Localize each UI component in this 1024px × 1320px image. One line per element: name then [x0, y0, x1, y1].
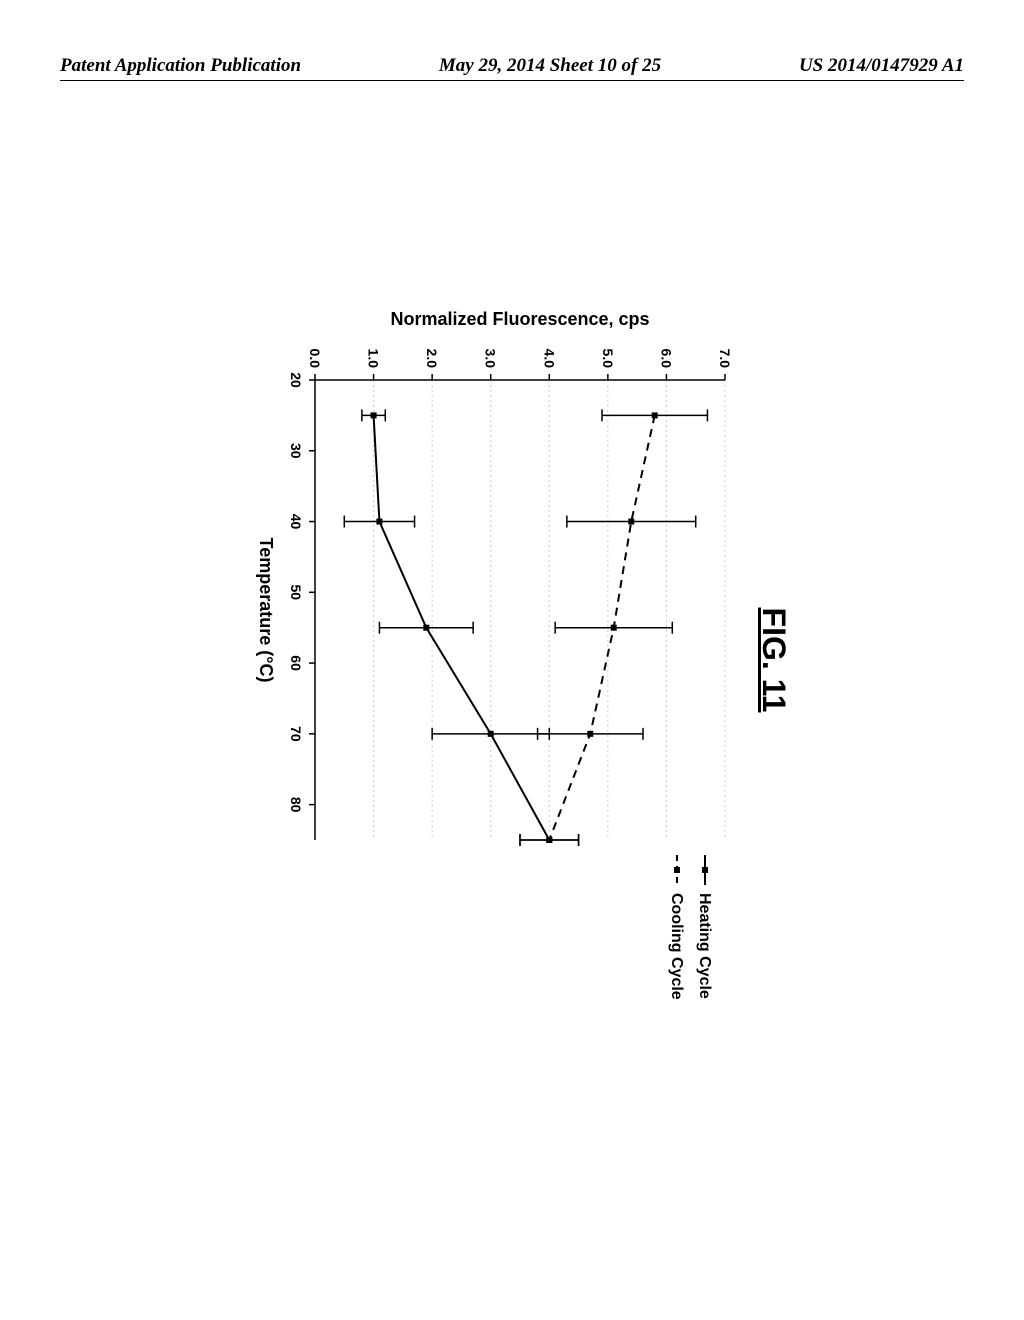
svg-text:1.0: 1.0 — [366, 349, 382, 369]
svg-text:Cooling Cycle: Cooling Cycle — [668, 893, 685, 1000]
svg-text:2.0: 2.0 — [424, 349, 440, 369]
svg-text:7.0: 7.0 — [717, 349, 733, 369]
svg-text:4.0: 4.0 — [541, 349, 557, 369]
figure-title: FIG. 11 — [755, 300, 792, 1020]
svg-text:5.0: 5.0 — [600, 349, 616, 369]
header-left: Patent Application Publication — [60, 55, 301, 77]
svg-text:70: 70 — [288, 726, 304, 742]
svg-text:80: 80 — [288, 797, 304, 813]
line-chart: 20 30 40 50 60 70 80 0.0 1.0 2.0 3.0 4.0 5.0 6.0 7.0 Te… — [245, 300, 745, 1020]
patent-header: Patent Application Publication May 29, 2… — [0, 55, 1024, 77]
figure-container: FIG. 11 20 30 40 50 60 70 80 0.0 1.0 2.0 3.0 4.0 5.0… — [232, 300, 792, 1020]
svg-text:Temperature (°C): Temperature (°C) — [256, 538, 276, 683]
svg-text:Heating Cycle: Heating Cycle — [696, 893, 713, 999]
svg-text:0.0: 0.0 — [307, 349, 323, 369]
svg-text:Normalized Fluorescence, cps: Normalized Fluorescence, cps — [390, 309, 649, 329]
svg-text:6.0: 6.0 — [658, 349, 674, 369]
header-center: May 29, 2014 Sheet 10 of 25 — [439, 55, 661, 77]
header-rule — [60, 80, 964, 81]
svg-text:50: 50 — [288, 585, 304, 601]
svg-text:40: 40 — [288, 514, 304, 530]
svg-text:3.0: 3.0 — [483, 349, 499, 369]
svg-text:20: 20 — [288, 372, 304, 388]
svg-text:60: 60 — [288, 655, 304, 671]
svg-text:30: 30 — [288, 443, 304, 459]
header-right: US 2014/0147929 A1 — [799, 55, 964, 77]
